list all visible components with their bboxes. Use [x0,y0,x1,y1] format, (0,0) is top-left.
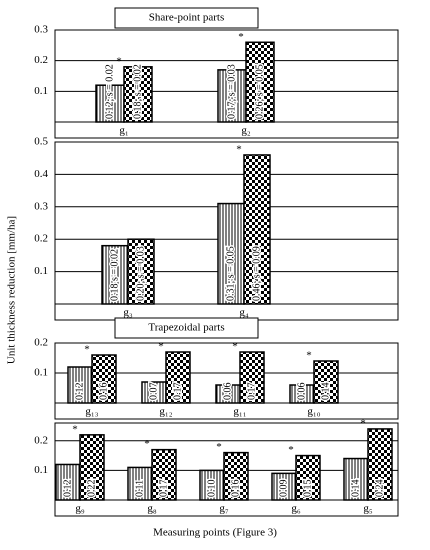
y-tick-label: 0.2 [34,233,48,245]
significance-marker: * [232,341,238,353]
panel-title: Share-point parts [149,12,224,24]
value-label: 0.18; s = 0.02 [132,64,143,119]
bar [217,202,245,305]
y-axis-label: Unit thickness reduction [mm/ha] [6,216,18,364]
bar [313,360,339,404]
value-label: 0.24 [374,480,385,498]
value-label: 0.06 [296,383,307,401]
value-label: 0.12 [74,383,85,401]
value-label: 0.17 [158,480,169,498]
y-tick-label: 0.2 [34,434,48,446]
y-tick-label: 0.1 [34,464,48,476]
bar [123,66,153,123]
significance-marker: * [236,143,242,155]
bar [243,154,271,305]
value-label: 0.18 s = 0.02 [109,249,120,301]
value-label: 0.20; s = 0.03 [135,246,146,301]
bar [151,448,177,501]
significance-marker: * [238,31,244,43]
bar [79,434,105,501]
value-label: 0.11 [134,480,145,497]
value-label: 0.10 [206,480,217,498]
x-tick-label: g₁₁ [233,406,246,418]
x-tick-label: g₇ [219,503,229,515]
value-label: 0.31; s = 0.05 [225,246,236,301]
significance-marker: * [360,417,366,429]
bar [127,238,155,305]
value-label: 0.14 [350,480,361,498]
panel-title-box [114,7,259,29]
bar [165,351,191,404]
significance-marker: * [216,441,222,453]
value-label: 0.46; s = 0.09 [251,246,262,301]
x-tick-label: g₈ [147,503,157,515]
bar [223,451,249,501]
bar [127,466,153,501]
bar [343,457,369,501]
y-tick-label: 0.3 [34,24,48,36]
significance-marker: * [84,344,90,356]
value-label: 0.17 [172,383,183,401]
y-tick-label: 0.1 [34,85,48,97]
y-tick-label: 0.3 [34,200,48,212]
value-label: 0.16 [98,383,109,401]
x-tick-label: g₃ [123,307,133,319]
y-tick-label: 0.1 [34,367,48,379]
value-label: 0.26; s = 0.05 [254,64,265,119]
value-label: 0.09 [278,480,289,498]
significance-marker: * [288,444,294,456]
significance-marker: * [116,55,122,67]
bar [245,41,275,123]
x-axis-label: Measuring points (Figure 3) [153,527,277,539]
plot-frame [54,422,399,517]
y-tick-label: 0.2 [34,337,48,349]
bar [217,69,247,123]
value-label: 0.06 [222,383,233,401]
bar [367,428,393,501]
significance-marker: * [158,341,164,353]
bar [239,351,265,404]
y-tick-label: 0.1 [34,265,48,277]
value-label: 0.12 [62,480,73,498]
significance-marker: * [306,350,312,362]
x-tick-label: g₂ [241,125,251,137]
panel-title-box [114,317,259,339]
value-label: 0.12; s = 0.02 [104,64,115,119]
x-tick-label: g₁₂ [159,406,172,418]
y-tick-label: 0.4 [34,168,48,180]
significance-marker: * [144,438,150,450]
value-label: 0.22 [86,480,97,498]
significance-marker: * [72,423,78,435]
panel-title: Trapezoidal parts [148,322,224,334]
y-tick-label: 0.2 [34,54,48,66]
value-label: 0.16 [230,480,241,498]
bar [95,84,125,123]
x-tick-label: g₁ [119,125,129,137]
bar [295,454,321,501]
bar [91,354,117,404]
x-tick-label: g₁₃ [85,406,98,418]
bar [271,472,297,501]
value-label: 0.07 [148,383,159,401]
value-label: 0.17; s = 0.03 [226,64,237,119]
value-label: 0.17 [246,383,257,401]
x-tick-label: g₅ [363,503,373,515]
value-label: 0.15 [302,480,313,498]
x-tick-label: g₉ [75,503,85,515]
x-tick-label: g₄ [239,307,249,319]
value-label: 0.14 [320,383,331,401]
x-tick-label: g₆ [291,503,301,515]
x-tick-label: g₁₀ [307,406,320,418]
y-tick-label: 0.5 [34,136,48,148]
